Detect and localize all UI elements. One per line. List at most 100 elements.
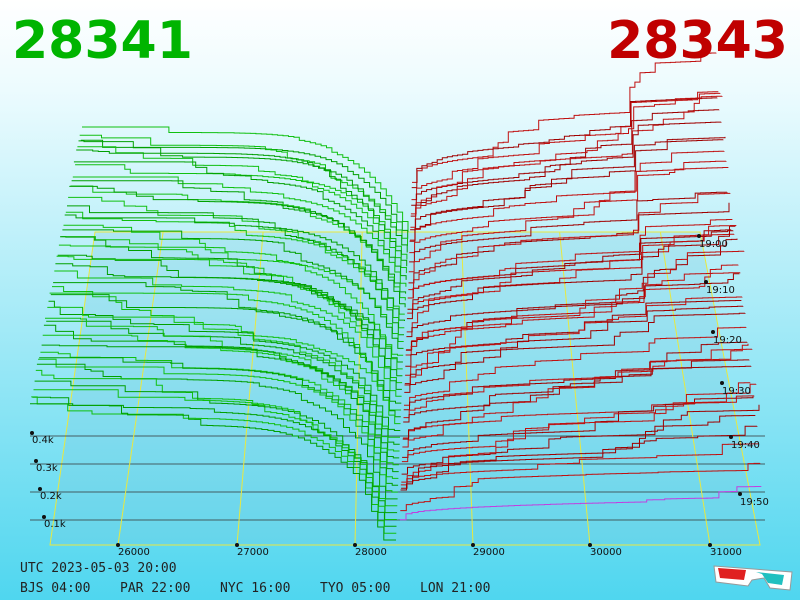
ask-depth-line bbox=[400, 443, 759, 486]
bid-depth-line bbox=[52, 286, 402, 411]
utc-time: UTC 2023-05-03 20:00 bbox=[20, 561, 177, 576]
time-tick-label: 19:40 bbox=[731, 440, 760, 451]
zone-time: NYC 16:00 bbox=[220, 581, 290, 596]
depth-tick bbox=[42, 515, 46, 519]
ask-depth-line bbox=[411, 97, 718, 189]
bid-depth-line bbox=[80, 139, 409, 239]
time-tick bbox=[697, 234, 701, 238]
ask-depth-line bbox=[405, 300, 742, 367]
ask-depth-line bbox=[401, 383, 757, 483]
depth-tick-label: 0.1k bbox=[44, 519, 66, 530]
bid-depth-line bbox=[46, 320, 400, 445]
ask-depth-line bbox=[407, 230, 734, 310]
price-grid-line bbox=[236, 231, 264, 546]
bid-depth-line bbox=[65, 211, 405, 329]
bid-depth-line bbox=[39, 357, 399, 486]
time-tick-label: 19:00 bbox=[699, 239, 728, 250]
bid-depth-line bbox=[82, 126, 409, 232]
price-tick bbox=[353, 543, 357, 547]
ask-depth-line bbox=[400, 462, 761, 512]
ask-price: 28343 bbox=[607, 11, 788, 71]
ask-depth-line bbox=[408, 192, 731, 291]
ask-depth-line bbox=[402, 365, 752, 440]
ask-depth-line bbox=[405, 296, 743, 376]
price-tick bbox=[116, 543, 120, 547]
floor-grid bbox=[30, 231, 765, 546]
ask-depth-line bbox=[405, 272, 741, 356]
bid-depth-line bbox=[75, 164, 407, 274]
ask-depth-line bbox=[411, 91, 719, 201]
ask-depth-line bbox=[409, 150, 725, 241]
bid-depth-line bbox=[55, 263, 402, 390]
ask-depth-line bbox=[403, 359, 750, 423]
depth-tick bbox=[34, 459, 38, 463]
price-grid-line bbox=[354, 231, 363, 546]
bid-depth-line bbox=[42, 334, 399, 466]
ask-depth-line bbox=[400, 404, 760, 491]
ask-depth-line bbox=[410, 92, 721, 215]
price-grid-line bbox=[117, 231, 164, 546]
price-tick bbox=[471, 543, 475, 547]
axis-labels: 26000 27000 28000 29000 30000 31000 0.4k 0.3k 0.… bbox=[30, 234, 769, 558]
ask-depth-line bbox=[402, 348, 753, 448]
depth-surface bbox=[30, 52, 762, 541]
ask-depth-line bbox=[404, 326, 747, 406]
bid-depth-line bbox=[67, 205, 405, 321]
bid-depth-line bbox=[62, 229, 404, 349]
price-tick bbox=[588, 543, 592, 547]
ask-depth-line bbox=[407, 233, 735, 314]
time-tick bbox=[729, 435, 733, 439]
bid-depth-line bbox=[56, 255, 403, 384]
depth-tick bbox=[38, 487, 42, 491]
ask-depth-line bbox=[407, 219, 733, 299]
price-tick-label: 30000 bbox=[590, 547, 622, 558]
bid-depth-line bbox=[36, 363, 398, 500]
depth-tick-label: 0.3k bbox=[36, 463, 58, 474]
bid-depth-line bbox=[43, 324, 400, 459]
time-tick bbox=[704, 280, 708, 284]
time-tick bbox=[738, 492, 742, 496]
price-tick bbox=[235, 543, 239, 547]
price-grid-line bbox=[559, 231, 591, 546]
price-tick bbox=[708, 543, 712, 547]
ask-depth-line bbox=[409, 191, 728, 263]
ask-depth-line bbox=[404, 305, 744, 385]
bid-depth-line bbox=[78, 140, 408, 253]
ask-depth-line bbox=[410, 121, 722, 217]
depth-tick-label: 0.4k bbox=[32, 435, 54, 446]
bid-depth-line bbox=[30, 403, 396, 541]
zone-time: LON 21:00 bbox=[420, 581, 490, 596]
time-tick-label: 19:30 bbox=[722, 386, 751, 397]
time-tick bbox=[711, 330, 715, 334]
depth-tick-label: 0.2k bbox=[40, 491, 62, 502]
price-grid-line bbox=[460, 231, 474, 546]
time-tick-label: 19:50 bbox=[740, 497, 769, 508]
bid-depth-line bbox=[54, 270, 402, 397]
price-tick-label: 27000 bbox=[237, 547, 269, 558]
price-tick-label: 31000 bbox=[710, 547, 742, 558]
price-tick-label: 28000 bbox=[355, 547, 387, 558]
time-tick bbox=[720, 381, 724, 385]
bid-depth-line bbox=[64, 214, 404, 336]
time-tick-label: 19:10 bbox=[706, 285, 735, 296]
bid-depth-line bbox=[50, 294, 401, 418]
ask-depth-line bbox=[409, 160, 727, 254]
bid-depth-line bbox=[31, 396, 397, 534]
bid-depth-line bbox=[58, 244, 403, 370]
zone-time: TYO 05:00 bbox=[320, 581, 390, 596]
bid-price: 28341 bbox=[12, 11, 193, 71]
bid-depth-line bbox=[49, 292, 401, 425]
price-tick-label: 26000 bbox=[118, 547, 150, 558]
bid-depth-line bbox=[38, 358, 398, 493]
price-tick-label: 29000 bbox=[473, 547, 505, 558]
time-tick-label: 19:20 bbox=[713, 335, 742, 346]
ask-depth-line bbox=[409, 136, 726, 242]
ask-depth-line bbox=[404, 312, 746, 393]
bid-depth-line bbox=[69, 185, 406, 308]
ask-depth-line bbox=[406, 225, 737, 333]
ask-depth-line bbox=[404, 250, 745, 386]
ask-depth-line bbox=[412, 52, 717, 183]
ask-depth-line bbox=[410, 95, 723, 228]
time-zones: BJS 04:00 PAR 22:00 NYC 16:00 TYO 05:00 LON … bbox=[20, 581, 490, 596]
